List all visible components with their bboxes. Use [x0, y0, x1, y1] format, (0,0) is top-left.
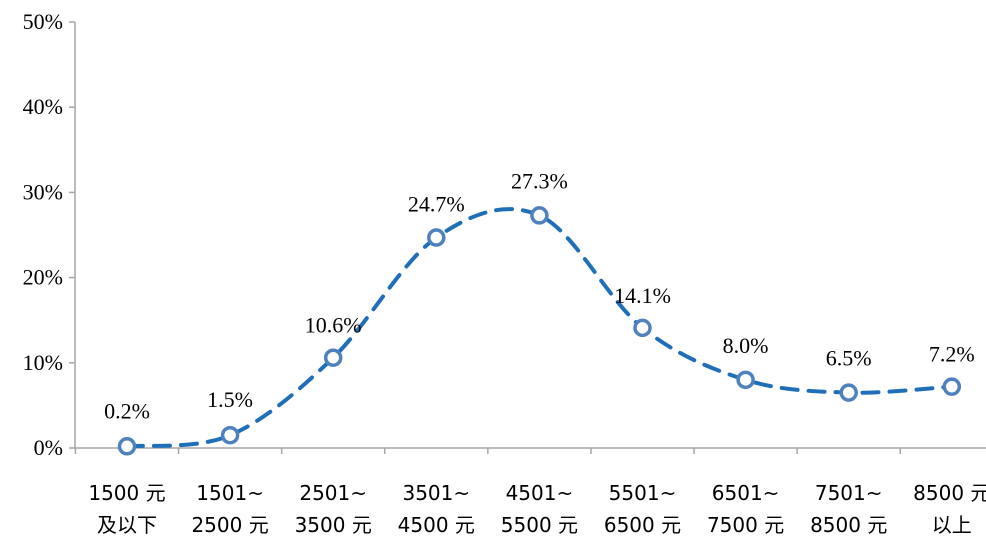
y-tick-label: 30% [23, 179, 63, 204]
data-label: 14.1% [614, 283, 671, 308]
x-category-label: 及以下 [97, 513, 157, 537]
x-category-label: 8500 元 [913, 481, 986, 505]
data-point [839, 383, 858, 402]
x-category-label: 3501~ [402, 481, 470, 505]
y-tick-label: 0% [34, 435, 63, 460]
x-category-label: 3500 元 [295, 513, 372, 537]
x-category-label: 5501~ [609, 481, 677, 505]
data-point [530, 206, 549, 225]
x-category-label: 4501~ [506, 481, 574, 505]
y-tick-label: 10% [23, 350, 63, 375]
y-tick-label: 20% [23, 265, 63, 290]
data-point [220, 425, 240, 445]
x-category-label: 2501~ [299, 481, 367, 505]
data-label: 7.2% [929, 342, 975, 367]
data-point [736, 370, 755, 390]
data-label: 0.2% [104, 398, 150, 423]
data-point [427, 228, 446, 247]
x-category-label: 8500 元 [810, 513, 887, 537]
x-category-label: 以上 [932, 513, 972, 537]
x-category-label: 1501~ [196, 481, 264, 505]
y-tick-label: 40% [23, 94, 63, 119]
x-category-label: 6501~ [712, 481, 780, 505]
x-category-label: 4500 元 [398, 513, 475, 537]
data-point [117, 437, 137, 456]
data-point [633, 318, 652, 338]
data-point [323, 348, 343, 367]
data-label: 27.3% [511, 168, 568, 193]
data-label: 24.7% [408, 192, 465, 217]
data-point [942, 377, 962, 396]
data-label: 8.0% [723, 333, 769, 358]
markers-group [117, 206, 962, 456]
x-category-label: 5500 元 [501, 513, 578, 537]
data-label: 6.5% [826, 346, 872, 371]
x-category-label: 6500 元 [604, 513, 681, 537]
y-axis-ticks: 0% 10% 20% 30% 40% 50% [23, 9, 75, 460]
y-tick-label: 50% [23, 9, 63, 34]
data-label: 1.5% [207, 387, 253, 412]
data-labels-group: 0.2% 1.5% 10.6% 24.7% 27.3% 14.1% 8.0% 6.5% 7.2% [104, 168, 975, 423]
data-label: 10.6% [305, 313, 362, 338]
x-category-label: 1500 元 [88, 481, 165, 505]
x-category-label: 2500 元 [191, 513, 268, 537]
axes [74, 22, 986, 454]
x-category-label: 7501~ [815, 481, 883, 505]
x-category-label: 7500 元 [707, 513, 784, 537]
